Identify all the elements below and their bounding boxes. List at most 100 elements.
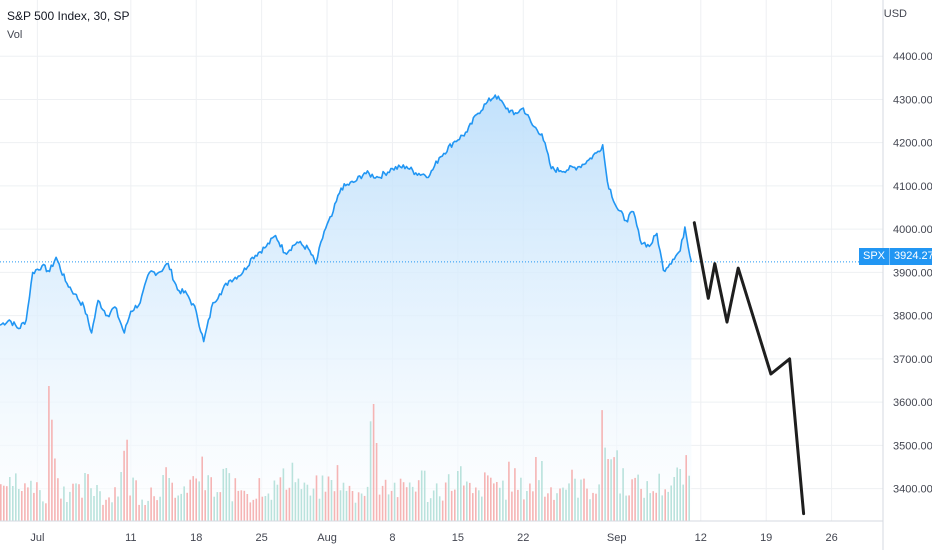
volume-bar (532, 491, 534, 521)
volume-bar (514, 468, 516, 521)
volume-bar (676, 467, 678, 521)
volume-bar (15, 473, 17, 521)
x-tick-label: 18 (190, 532, 202, 544)
projection-line[interactable] (692, 221, 806, 516)
volume-bar (102, 504, 104, 521)
volume-bar (27, 487, 29, 521)
volume-bar (411, 486, 414, 521)
volume-bar (246, 494, 249, 521)
volume-bar (303, 482, 306, 521)
volume-bar (592, 492, 594, 521)
volume-bar (655, 492, 657, 521)
volume-bar (243, 490, 246, 521)
volume-bar (348, 485, 351, 521)
volume-bar (447, 474, 450, 521)
volume-bar (162, 475, 164, 521)
volume-bar (598, 484, 600, 521)
volume-bar (327, 476, 330, 521)
chart-legend: S&P 500 Index, 30, SP Vol (7, 8, 130, 43)
volume-bar (273, 480, 276, 521)
volume-bar (210, 477, 212, 521)
volume-bar (93, 496, 95, 521)
volume-indicator-label[interactable]: Vol (7, 29, 23, 41)
volume-bar (529, 483, 531, 521)
volume-bar (285, 489, 288, 521)
volume-bar (258, 478, 261, 521)
volume-bar (619, 493, 621, 521)
volume-bar (526, 491, 528, 521)
volume-bar (562, 487, 564, 521)
volume-bar (577, 497, 579, 521)
projection-layer (692, 221, 806, 516)
volume-bar (153, 496, 155, 521)
volume-bar (87, 474, 89, 521)
volume-bar (450, 490, 453, 521)
volume-bar (354, 502, 357, 521)
volume-bar (405, 487, 408, 521)
volume-bar (96, 485, 98, 521)
volume-bar (321, 475, 324, 521)
volume-bar (393, 482, 396, 521)
volume-bar (138, 504, 140, 521)
volume-bar (565, 489, 567, 521)
x-tick-label: 8 (389, 532, 395, 544)
volume-bar (42, 501, 44, 521)
volume-bar (481, 496, 483, 521)
currency-label[interactable]: USD (883, 8, 907, 20)
volume-bar (661, 495, 663, 521)
volume-bar (568, 483, 570, 521)
volume-bar (366, 486, 369, 521)
y-tick-label: 4400.00 (893, 51, 932, 63)
volume-bar (664, 489, 666, 521)
volume-bar (396, 497, 399, 521)
volume-bar (469, 482, 471, 521)
volume-bar (649, 493, 651, 521)
volume-bar (571, 469, 573, 521)
volume-bar (643, 497, 645, 521)
volume-bar (595, 493, 597, 521)
volume-bar (99, 491, 101, 521)
volume-bar (508, 461, 510, 521)
volume-bar (126, 439, 128, 521)
volume-bar (270, 499, 273, 521)
x-tick-label: 22 (517, 532, 529, 544)
volume-bar (63, 486, 65, 521)
volume-bar (553, 499, 555, 521)
volume-bar (550, 487, 552, 521)
volume-bar (390, 490, 393, 521)
volume-bar (673, 477, 675, 521)
volume-bar (372, 404, 375, 521)
symbol-title[interactable]: S&P 500 Index, 30, SP (7, 9, 130, 23)
volume-bar (297, 478, 300, 521)
volume-bar (688, 475, 690, 521)
volume-bar (493, 483, 495, 521)
volume-bar (30, 480, 32, 521)
volume-bar (417, 480, 420, 521)
volume-bar (336, 465, 339, 521)
volume-bar (225, 468, 228, 521)
volume-bar (168, 478, 170, 521)
y-tick-label: 4300.00 (893, 94, 932, 106)
volume-bar (463, 485, 465, 521)
volume-bar (267, 493, 270, 521)
x-tick-label: 19 (760, 532, 772, 544)
volume-bar (141, 499, 143, 521)
volume-bar (499, 487, 501, 521)
volume-bar (460, 466, 462, 521)
volume-bar (475, 487, 477, 521)
volume-bar (616, 450, 618, 521)
volume-bar (291, 462, 294, 521)
volume-bar (309, 495, 312, 521)
volume-bar (583, 478, 585, 521)
y-tick-label: 3900.00 (893, 267, 932, 279)
volume-bar (435, 483, 438, 521)
volume-bar (523, 499, 525, 521)
volume-bar (3, 485, 5, 521)
volume-bar (318, 498, 321, 521)
volume-bar (51, 419, 53, 521)
volume-bar (24, 483, 26, 521)
volume-bar (625, 495, 627, 521)
volume-bar (345, 490, 348, 521)
